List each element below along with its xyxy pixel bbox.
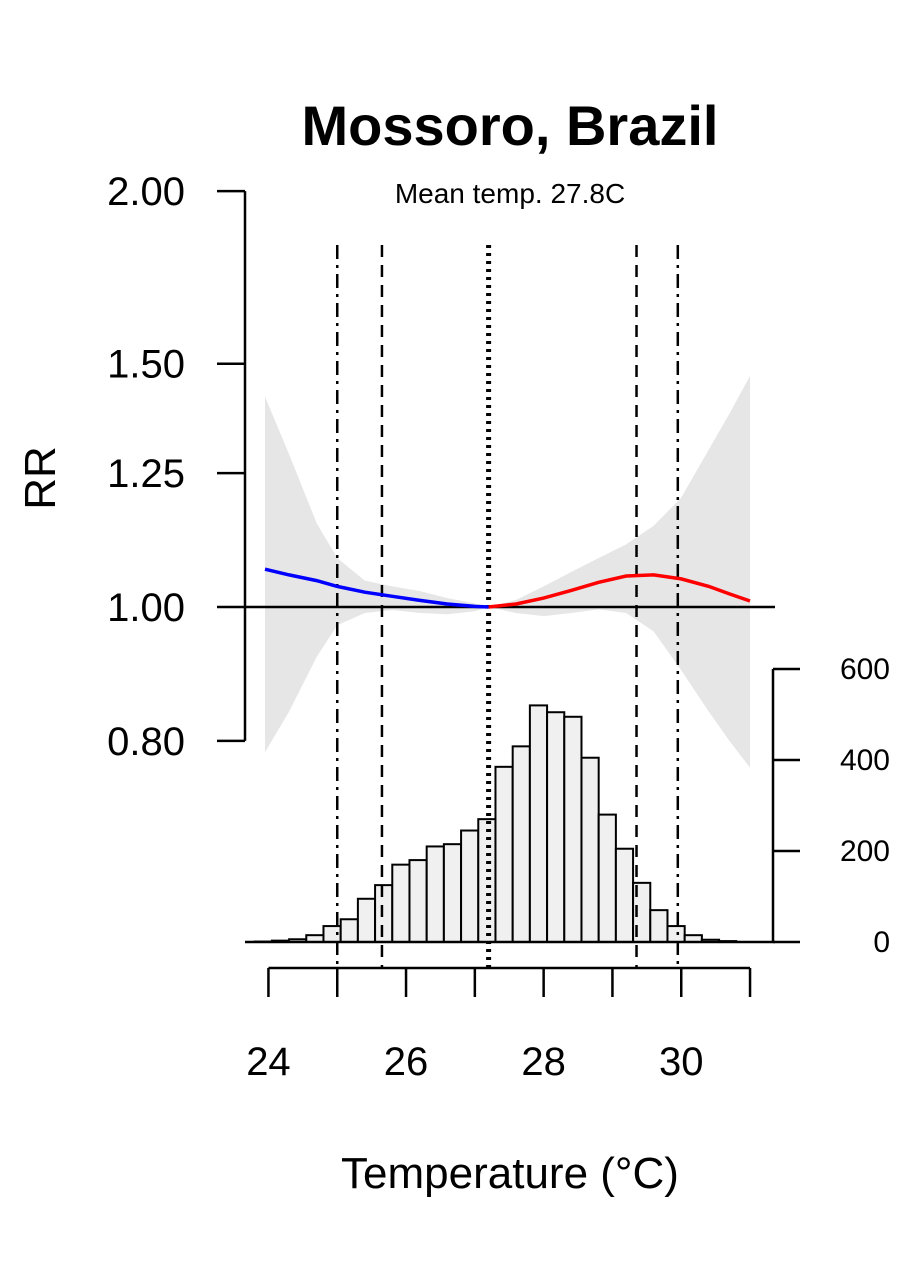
rr-axis: 2.00 1.50 1.25 1.00 0.80 <box>107 170 247 764</box>
x-tick-label: 24 <box>246 1040 291 1084</box>
chart-subtitle: Mean temp. 27.8C <box>395 178 625 209</box>
histogram-bar <box>666 925 686 944</box>
histogram-bar <box>546 711 566 943</box>
rr-tick-label: 1.00 <box>107 586 185 630</box>
y-axis-label: RR <box>16 446 65 510</box>
count-tick-label: 400 <box>840 744 890 777</box>
reference-line-layer <box>245 605 775 944</box>
histogram-bar <box>339 918 359 943</box>
histogram-bar <box>597 813 617 943</box>
histogram-bar <box>442 843 463 943</box>
ci-band <box>265 375 751 768</box>
histogram-bar <box>528 704 549 944</box>
count-tick-label: 600 <box>840 653 890 686</box>
rr-curve-heat <box>488 573 751 609</box>
histogram-bar <box>614 847 635 943</box>
histogram-bar <box>580 756 600 943</box>
x-tick-label: 28 <box>521 1040 566 1084</box>
histogram-bar <box>391 863 411 944</box>
histogram-bar <box>494 765 514 944</box>
histogram-bar <box>563 715 583 944</box>
histogram-bar <box>460 829 480 944</box>
x-axis-label: Temperature (°C) <box>341 1149 679 1198</box>
histogram-bar <box>425 845 445 944</box>
rr-tick-label: 0.80 <box>107 720 185 764</box>
count-tick-label: 200 <box>840 835 890 868</box>
histogram-bar <box>649 909 669 944</box>
chart-title: Mossoro, Brazil <box>302 94 719 157</box>
rr-tick-label: 1.25 <box>107 452 185 496</box>
rr-curve-cold <box>264 567 489 609</box>
x-axis: 24 26 28 30 <box>246 966 752 1084</box>
x-tick-label: 30 <box>659 1040 704 1084</box>
ci-band-layer <box>265 375 751 768</box>
count-tick-label: 0 <box>873 926 890 959</box>
histogram-bar <box>408 859 428 943</box>
rr-tick-label: 1.50 <box>107 343 185 387</box>
count-axis: 0 200 400 600 <box>771 653 890 959</box>
rr-tick-label: 2.00 <box>107 170 185 214</box>
curves-layer <box>264 567 751 609</box>
histogram-bar <box>356 897 377 944</box>
x-tick-label: 26 <box>384 1040 429 1084</box>
histogram-bar <box>374 884 394 943</box>
histogram-bar <box>511 745 531 943</box>
histogram-layer <box>253 704 738 944</box>
